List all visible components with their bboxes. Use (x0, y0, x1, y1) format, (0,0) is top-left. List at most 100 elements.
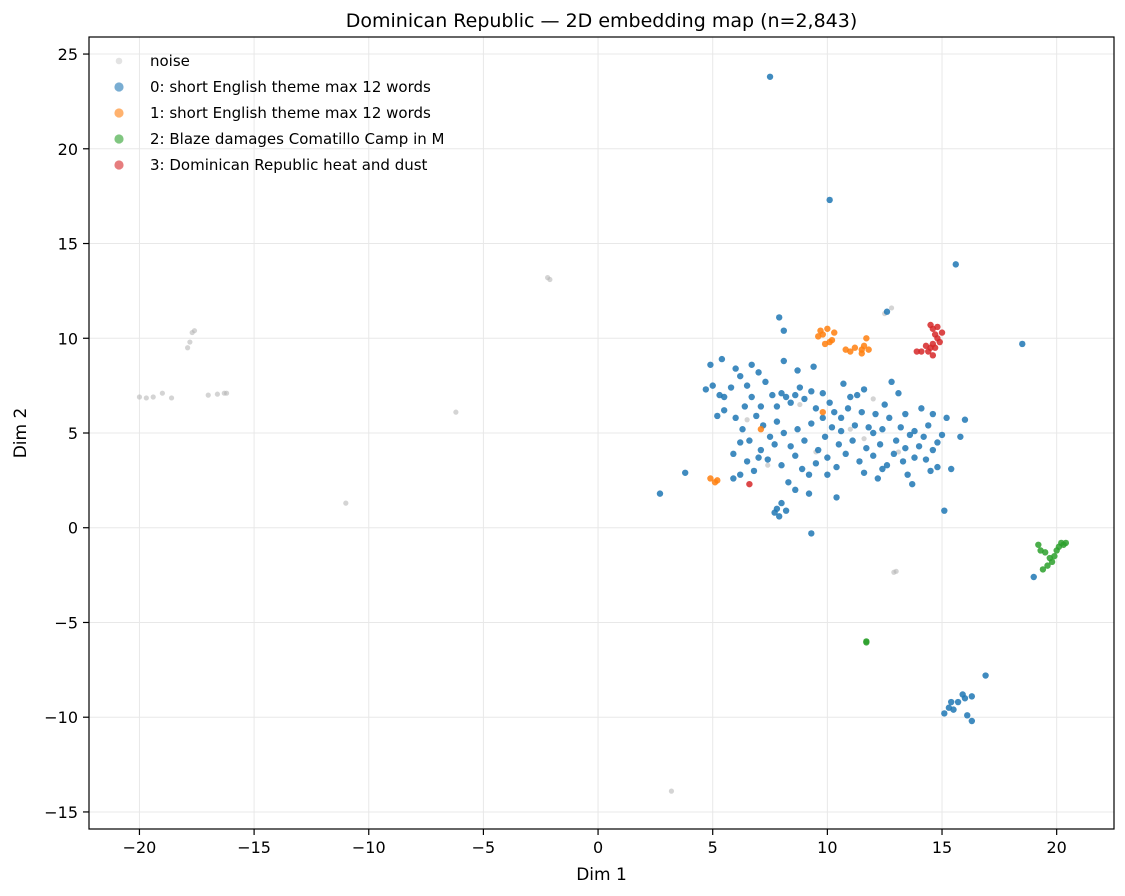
scatter-point (840, 380, 847, 387)
x-tick-label: 5 (708, 838, 718, 857)
scatter-point (757, 446, 765, 454)
scatter-point (143, 395, 149, 401)
scatter-point (771, 509, 778, 516)
scatter-point (805, 490, 813, 497)
scatter-point (805, 471, 813, 478)
series-3-points (863, 539, 1070, 646)
scatter-point (1042, 549, 1049, 556)
scatter-point (794, 426, 801, 433)
scatter-point (881, 401, 888, 408)
scatter-point (860, 469, 868, 476)
scatter-point (929, 352, 937, 359)
y-tick-label: 20 (58, 140, 78, 159)
scatter-point (929, 446, 937, 454)
scatter-point (847, 426, 853, 432)
scatter-point (897, 424, 904, 431)
scatter-point (730, 475, 737, 482)
scatter-point (765, 462, 771, 468)
scatter-point (817, 327, 824, 334)
scatter-point (856, 458, 863, 465)
series-4-points (746, 321, 946, 488)
scatter-point (851, 422, 859, 429)
scatter-point (890, 450, 898, 458)
scatter-point (833, 463, 840, 471)
scatter-point (858, 408, 865, 416)
scatter-point (792, 452, 799, 459)
legend-marker (114, 82, 124, 92)
scatter-point (954, 698, 962, 706)
scatter-point (941, 507, 948, 514)
scatter-point (824, 454, 831, 461)
scatter-point (982, 672, 989, 679)
scatter-point (837, 414, 845, 422)
scatter-point (702, 386, 710, 393)
axis-ticks: −20 −15 −10 −5 0 5 10 15 20 −15 −10 −5 0 5 10 15 20 25 (44, 45, 1067, 857)
scatter-point (814, 333, 822, 340)
scatter-point (810, 363, 817, 370)
scatter-points (136, 73, 1070, 794)
scatter-point (936, 338, 943, 346)
scatter-point (766, 433, 774, 440)
scatter-point (801, 395, 808, 403)
series-2-points (707, 325, 872, 486)
scatter-point (797, 401, 803, 408)
scatter-point (844, 405, 852, 412)
scatter-point (205, 392, 211, 398)
scatter-point (835, 441, 843, 448)
scatter-point (934, 463, 941, 471)
scatter-point (771, 441, 778, 448)
scatter-point (950, 706, 957, 713)
scatter-point (952, 261, 959, 268)
scatter-point (744, 417, 750, 423)
scatter-point (879, 465, 886, 473)
legend-label: 0: short English theme max 12 words (150, 78, 431, 96)
scatter-point (968, 693, 976, 700)
legend-label: 1: short English theme max 12 words (150, 104, 431, 122)
legend-marker (114, 134, 124, 144)
scatter-point (720, 393, 728, 401)
y-tick-label: 0 (68, 519, 78, 538)
scatter-point (185, 345, 191, 351)
scatter-point (1060, 541, 1067, 548)
scatter-point (796, 384, 804, 391)
scatter-point (778, 462, 785, 469)
scatter-point (730, 450, 737, 458)
scatter-point (1044, 562, 1051, 569)
scatter-point (1030, 573, 1037, 581)
scatter-point (918, 405, 925, 412)
scatter-point (707, 475, 714, 482)
scatter-point (812, 405, 820, 412)
x-tick-label: 10 (817, 838, 837, 857)
grid (89, 37, 1114, 829)
scatter-point (737, 372, 744, 380)
scatter-point (801, 437, 808, 444)
scatter-point (732, 365, 739, 372)
scatter-point (947, 698, 955, 706)
scatter-point (785, 479, 792, 486)
scatter-point (808, 420, 815, 427)
scatter-point (753, 412, 760, 420)
scatter-point (918, 348, 925, 355)
scatter-point (831, 329, 838, 336)
scatter-point (865, 424, 872, 431)
chart-title: Dominican Republic — 2D embedding map (n… (346, 10, 858, 32)
legend-marker (115, 57, 123, 65)
scatter-point (792, 486, 799, 494)
scatter-point (755, 454, 762, 461)
scatter-point (847, 348, 854, 355)
y-axis-title: Dim 2 (11, 408, 31, 459)
scatter-point (741, 403, 749, 410)
scatter-point (819, 408, 826, 416)
scatter-point (892, 437, 900, 444)
y-tick-label: 15 (58, 235, 78, 254)
scatter-point (780, 327, 787, 334)
scatter-point (757, 426, 765, 433)
scatter-point (743, 382, 751, 389)
scatter-point (778, 390, 785, 397)
scatter-point (709, 382, 716, 389)
scatter-point (957, 433, 964, 440)
y-tick-label: 25 (58, 45, 78, 64)
scatter-point (343, 500, 349, 506)
scatter-point (766, 73, 774, 80)
scatter-point (911, 427, 918, 435)
